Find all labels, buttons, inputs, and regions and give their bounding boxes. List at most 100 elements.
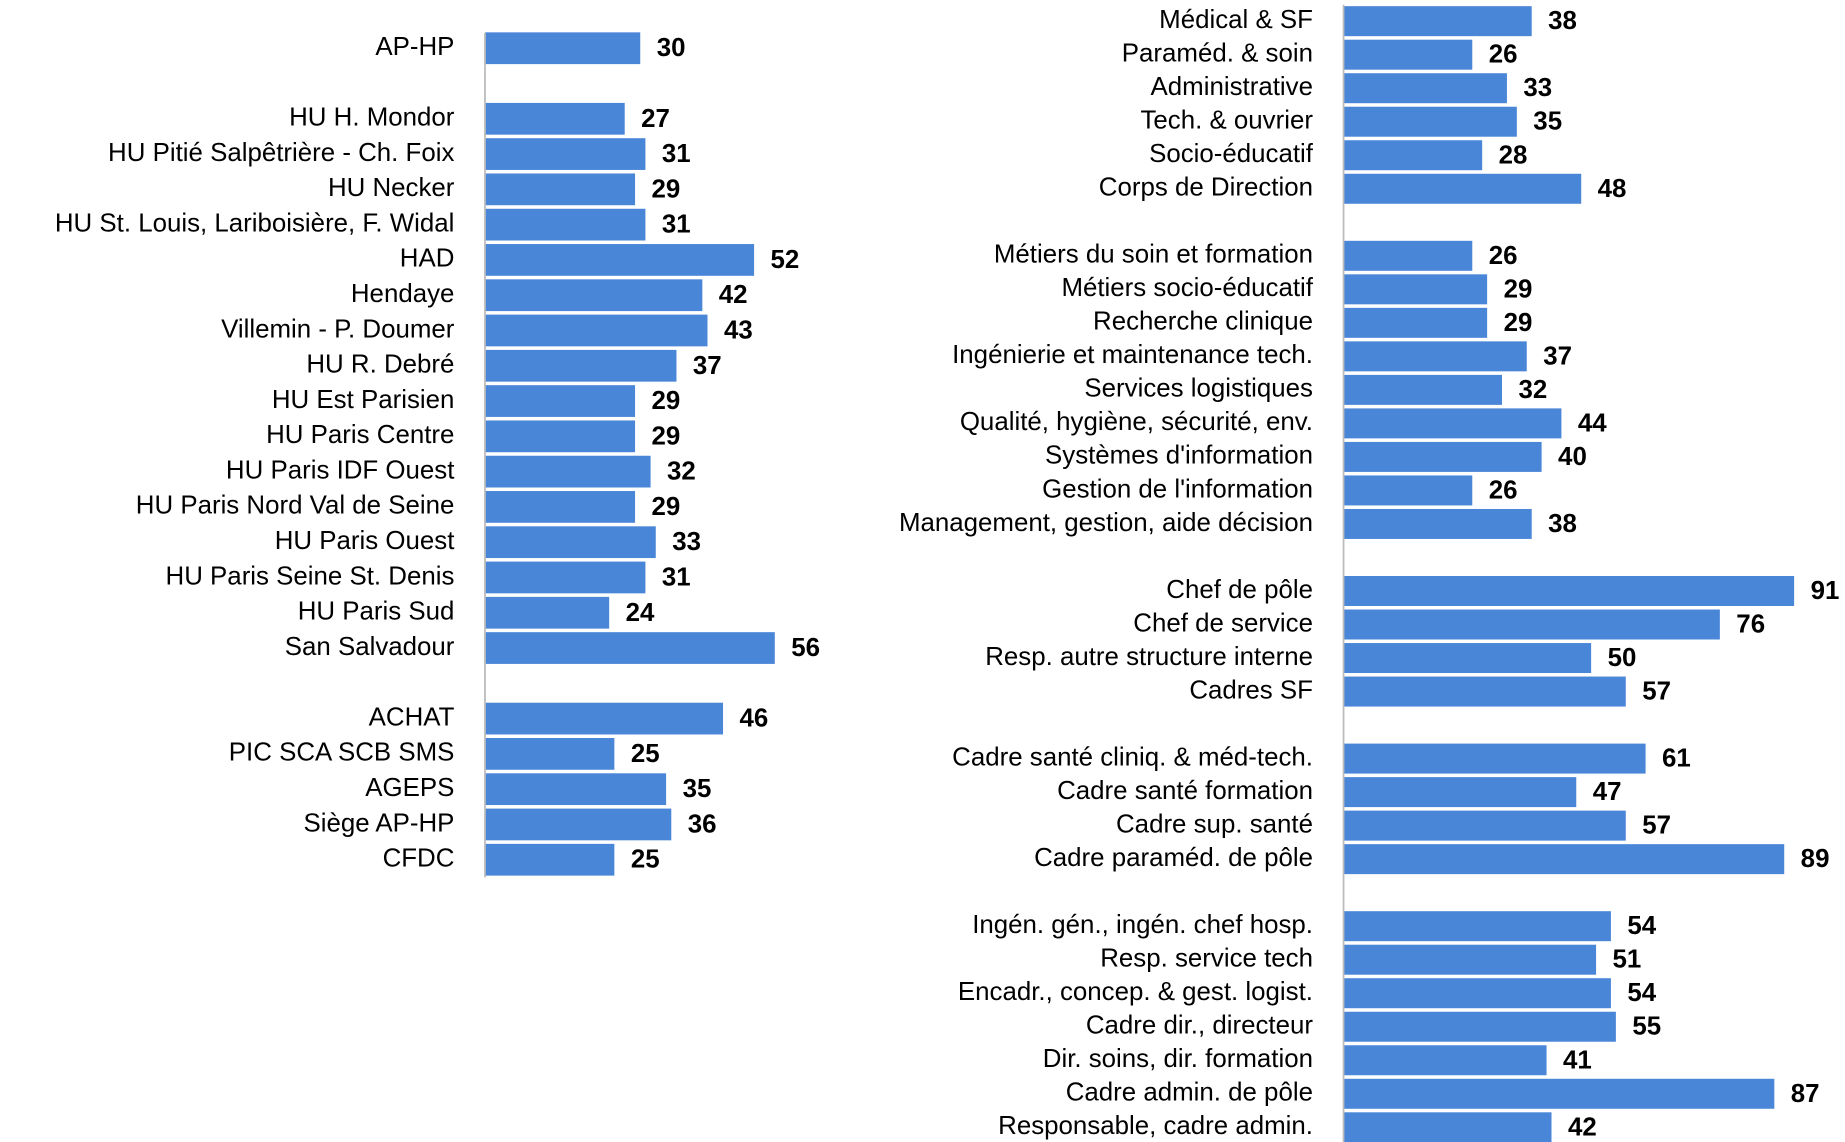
- category-label: HU Paris Nord Val de Seine: [136, 492, 455, 520]
- value-label: 54: [1627, 979, 1656, 1007]
- value-label: 44: [1578, 409, 1607, 437]
- value-label: 31: [662, 563, 691, 591]
- bar: [1343, 1112, 1552, 1142]
- category-label: ACHAT: [369, 703, 455, 731]
- value-label: 61: [1662, 745, 1691, 773]
- value-label: 29: [652, 175, 681, 203]
- bar: [1343, 575, 1795, 606]
- value-label: 57: [1642, 678, 1671, 706]
- bar: [484, 208, 646, 241]
- category-label: Services logistiques: [1084, 375, 1313, 403]
- bar: [484, 32, 641, 65]
- bar: [1343, 609, 1720, 640]
- category-label: Encadr., concep. & gest. logist.: [958, 978, 1313, 1006]
- category-label: HU Paris Ouest: [275, 527, 455, 555]
- value-label: 55: [1632, 1013, 1661, 1041]
- bar: [484, 491, 636, 523]
- value-label: 76: [1736, 611, 1765, 639]
- value-label: 36: [688, 810, 717, 838]
- category-label: HU H. Mondor: [289, 104, 455, 132]
- bar: [1343, 844, 1785, 875]
- value-label: 30: [657, 34, 686, 62]
- category-label: Cadre admin. de pôle: [1066, 1079, 1313, 1107]
- category-label: HU Paris Seine St. Denis: [166, 562, 455, 590]
- category-label: Cadre sup. santé: [1116, 810, 1313, 838]
- value-label: 47: [1593, 778, 1622, 806]
- category-label: HU Pitié Salpêtrière - Ch. Foix: [108, 139, 454, 167]
- category-label: HU R. Debré: [306, 351, 454, 379]
- category-label: Corps de Direction: [1099, 174, 1313, 202]
- value-label: 42: [1568, 1113, 1597, 1141]
- category-label: Socio-éducatif: [1149, 140, 1314, 168]
- value-label: 25: [631, 740, 660, 768]
- category-label: Ingénierie et maintenance tech.: [952, 341, 1313, 369]
- category-label: Chef de service: [1133, 609, 1313, 637]
- category-label: CFDC: [383, 845, 455, 873]
- category-label: Management, gestion, aide décision: [899, 509, 1313, 537]
- value-label: 26: [1489, 476, 1518, 504]
- value-label: 38: [1548, 7, 1577, 35]
- bar: [1343, 374, 1502, 405]
- category-label: AP-HP: [375, 33, 454, 61]
- category-label: HU St. Louis, Lariboisière, F. Widal: [55, 209, 455, 237]
- bar: [484, 773, 667, 806]
- bar: [484, 808, 672, 841]
- category-label: Métiers socio-éducatif: [1061, 274, 1313, 302]
- value-label: 26: [1489, 242, 1518, 270]
- value-label: 37: [693, 352, 722, 380]
- category-label: Ingén. gén., ingén. chef hosp.: [972, 911, 1313, 939]
- category-label: HU Necker: [328, 174, 455, 202]
- bar: [1343, 810, 1626, 841]
- category-label: Recherche clinique: [1093, 308, 1313, 336]
- bar: [1343, 140, 1483, 171]
- bar: [1343, 508, 1532, 539]
- value-label: 25: [631, 846, 660, 874]
- value-label: 29: [1504, 309, 1533, 337]
- value-label: 37: [1543, 342, 1572, 370]
- bar: [484, 561, 646, 594]
- value-label: 57: [1642, 812, 1671, 840]
- value-label: 41: [1563, 1046, 1592, 1074]
- category-label: Siège AP-HP: [303, 809, 454, 837]
- bar: [484, 843, 615, 876]
- category-label: Qualité, hygiène, sécurité, env.: [960, 408, 1313, 436]
- bar: [1343, 777, 1577, 808]
- bar: [1343, 1078, 1775, 1109]
- value-label: 43: [724, 316, 753, 344]
- bar: [484, 526, 656, 559]
- value-label: 29: [652, 422, 681, 450]
- bar: [484, 102, 625, 135]
- value-label: 29: [1504, 275, 1533, 303]
- bar: [1343, 743, 1646, 774]
- bar: [484, 632, 775, 664]
- bar: [484, 279, 703, 312]
- value-label: 33: [672, 528, 701, 556]
- bar: [1343, 944, 1597, 975]
- bar: [484, 420, 636, 453]
- category-label: Cadre santé cliniq. & méd-tech.: [952, 743, 1313, 771]
- bar: [1343, 274, 1488, 305]
- category-label: Médical & SF: [1159, 6, 1313, 34]
- value-label: 31: [662, 140, 691, 168]
- bar: [1343, 1045, 1547, 1076]
- bar: [1343, 240, 1473, 271]
- bar: [484, 138, 646, 170]
- category-label: Gestion de l'information: [1042, 475, 1313, 503]
- value-label: 52: [771, 246, 800, 274]
- bar: [484, 385, 636, 417]
- category-label: HU Paris Sud: [298, 598, 455, 626]
- bar: [1343, 341, 1527, 372]
- category-label: Cadres SF: [1189, 676, 1313, 704]
- category-label: Resp. autre structure interne: [985, 643, 1313, 671]
- bar: [1343, 676, 1626, 707]
- category-label: HU Paris Centre: [266, 421, 454, 449]
- category-label: Resp. service tech: [1100, 945, 1313, 973]
- value-label: 89: [1801, 845, 1830, 873]
- bar: [1343, 475, 1473, 506]
- bar: [1343, 441, 1542, 472]
- value-label: 91: [1811, 577, 1840, 605]
- value-label: 29: [652, 387, 681, 415]
- value-label: 51: [1613, 946, 1642, 974]
- bar: [484, 314, 708, 347]
